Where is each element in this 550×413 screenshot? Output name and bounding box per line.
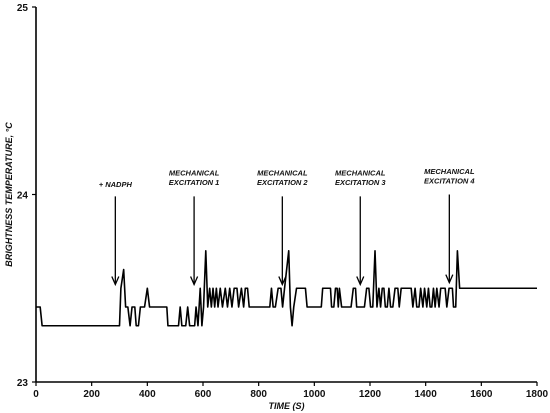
x-tick-label: 0 (33, 389, 39, 400)
annotation-label: MECHANICAL (257, 169, 308, 178)
y-tick-label: 25 (17, 3, 29, 14)
annotation-arrowhead (111, 276, 120, 287)
annotation-label: MECHANICAL (335, 169, 386, 178)
x-tick-label: 1000 (303, 389, 326, 400)
annotation-label: EXCITATION 2 (257, 178, 308, 187)
x-axis-title: TIME (S) (269, 401, 305, 411)
series-group (36, 249, 537, 327)
annotation-label: EXCITATION 4 (424, 176, 475, 185)
x-tick-label: 600 (195, 389, 212, 400)
x-tick-label: 400 (139, 389, 156, 400)
x-tick-label: 1400 (415, 389, 438, 400)
annotation-arrowhead (356, 276, 365, 287)
annotation-label: MECHANICAL (169, 169, 220, 178)
annotation-arrowhead (278, 276, 287, 287)
annotation-label: + NADPH (99, 180, 133, 189)
x-tick-label: 1600 (470, 389, 493, 400)
y-tick-label: 23 (17, 378, 29, 389)
annotation-label: MECHANICAL (424, 167, 475, 176)
x-tick-label: 800 (250, 389, 267, 400)
annotation-arrowhead (189, 276, 199, 287)
x-tick-label: 1200 (359, 389, 382, 400)
annotation-1: + NADPH (99, 180, 133, 287)
axes: 0 200 400 600 800 1000 1200 1400 1600 1800 23 24 25 T… (4, 3, 549, 411)
y-axis-title: BRIGHTNESS TEMPERATURE, °C (4, 122, 14, 267)
series-line-1 (36, 249, 537, 327)
annotation-label: EXCITATION 3 (335, 178, 386, 187)
annotation-label: EXCITATION 1 (169, 178, 220, 187)
x-tick-label: 200 (83, 389, 100, 400)
y-tick-label: 24 (17, 191, 29, 202)
annotation-arrowhead (445, 274, 454, 285)
x-tick-label: 1800 (526, 389, 549, 400)
